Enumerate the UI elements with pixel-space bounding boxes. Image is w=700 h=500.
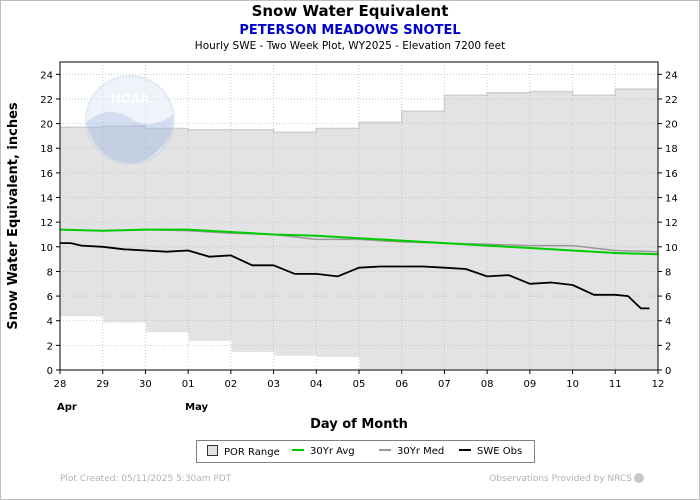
y-tick-label-left: 4: [47, 317, 53, 328]
y-tick-label-right: 6: [665, 292, 671, 303]
month-label: May: [185, 402, 208, 413]
chart-legend: POR Range 30Yr Avg 30Yr Med SWE Obs: [196, 440, 535, 463]
y-tick-label-right: 2: [665, 341, 671, 352]
x-tick-label: 10: [566, 379, 579, 390]
y-tick-label-left: 0: [47, 366, 53, 377]
month-label: Apr: [57, 402, 77, 413]
noaa-logo-ring: [85, 75, 175, 165]
y-tick-label-left: 6: [47, 292, 53, 303]
y-tick-label-left: 14: [40, 194, 53, 205]
avg-line-swatch: [292, 449, 304, 451]
y-tick-label-left: 18: [40, 144, 53, 155]
x-tick-label: 09: [523, 379, 536, 390]
legend-item-por: POR Range: [207, 445, 280, 459]
x-axis-label: Day of Month: [310, 417, 408, 432]
x-tick-label: 05: [353, 379, 366, 390]
y-tick-label-right: 12: [665, 218, 678, 229]
x-tick-label: 11: [609, 379, 622, 390]
x-tick-label: 12: [652, 379, 665, 390]
noaa-logo: NOAA: [85, 75, 175, 165]
y-tick-label-left: 8: [47, 267, 53, 278]
chart-title: Snow Water Equivalent: [251, 2, 449, 20]
y-tick-label-right: 22: [665, 95, 678, 106]
y-tick-label-left: 22: [40, 95, 53, 106]
y-tick-label-left: 16: [40, 169, 53, 180]
por-range-band: [60, 89, 658, 370]
y-tick-label-right: 4: [665, 317, 671, 328]
avg-line: [59, 228, 659, 256]
y-tick-label-right: 8: [665, 267, 671, 278]
chart-subtitle: Hourly SWE - Two Week Plot, WY2025 - Ele…: [194, 40, 506, 52]
x-tick-label: 28: [54, 379, 67, 390]
legend-item-obs: SWE Obs: [459, 445, 522, 459]
y-tick-label-right: 10: [665, 243, 678, 254]
y-tick-label-right: 0: [665, 366, 671, 377]
obs-line-swatch: [459, 449, 471, 451]
x-tick-label: 08: [481, 379, 494, 390]
legend-item-avg: 30Yr Avg: [292, 445, 355, 459]
y-tick-label-left: 10: [40, 243, 53, 254]
y-tick-label-left: 2: [47, 341, 53, 352]
y-axis-label: Snow Water Equivalent, inches: [6, 102, 21, 330]
noaa-logo-wave: [86, 111, 174, 164]
observations-provider-note: Observations Provided by NRCS: [489, 474, 632, 484]
legend-label-avg: 30Yr Avg: [310, 446, 355, 457]
swe-obs-line: [60, 242, 650, 310]
nrcs-logo-icon: [634, 473, 644, 483]
x-tick-label: 04: [310, 379, 323, 390]
x-tick-label: 03: [267, 379, 280, 390]
x-tick-label: 30: [139, 379, 152, 390]
y-tick-label-right: 14: [665, 194, 678, 205]
y-tick-label-right: 24: [665, 70, 678, 81]
y-tick-label-left: 20: [40, 120, 53, 131]
por-range-swatch: [207, 445, 218, 456]
noaa-logo-text: NOAA: [111, 92, 150, 106]
x-tick-label: 06: [395, 379, 408, 390]
x-tick-label: 01: [182, 379, 195, 390]
legend-label-med: 30Yr Med: [397, 446, 445, 457]
med-line-swatch: [379, 449, 391, 451]
station-name: PETERSON MEADOWS SNOTEL: [239, 23, 461, 38]
x-tick-label: 07: [438, 379, 451, 390]
noaa-logo-disc: [86, 76, 174, 164]
legend-label-obs: SWE Obs: [477, 446, 523, 457]
legend-item-med: 30Yr Med: [379, 445, 444, 459]
y-tick-label-right: 16: [665, 169, 678, 180]
y-tick-label-right: 20: [665, 120, 678, 131]
legend-label-por: POR Range: [224, 447, 280, 458]
x-tick-label: 29: [96, 379, 109, 390]
y-tick-label-left: 24: [40, 70, 53, 81]
y-tick-label-right: 18: [665, 144, 678, 155]
x-tick-label: 02: [224, 379, 237, 390]
y-tick-label-left: 12: [40, 218, 53, 229]
plot-created-note: Plot Created: 05/11/2025 5:30am PDT: [60, 474, 232, 484]
